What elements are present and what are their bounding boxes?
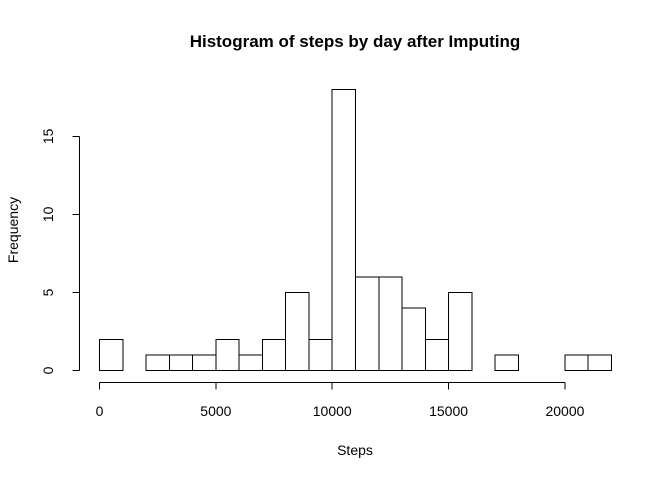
chart-title: Histogram of steps by day after Imputing — [190, 32, 521, 51]
histogram-bar-4 — [192, 354, 217, 371]
histogram-bar-14 — [424, 338, 450, 371]
histogram-bar-5 — [215, 338, 240, 371]
histogram-bar-12 — [378, 276, 403, 372]
x-axis: 0 5000 10000 15000 20000 — [96, 382, 585, 419]
x-axis-label: Steps — [337, 442, 373, 458]
y-axis: 0 5 10 15 — [40, 128, 80, 374]
histogram-bar-0 — [99, 338, 124, 371]
x-tick-label: 20000 — [545, 403, 584, 419]
histogram-bar-10 — [331, 89, 356, 371]
histogram-bar-15 — [448, 291, 473, 372]
histogram-bar-17 — [494, 354, 519, 371]
histogram-bar-20 — [564, 354, 589, 371]
histogram-bar-11 — [355, 276, 380, 372]
histogram-bar-7 — [261, 338, 287, 371]
histogram-bar-6 — [238, 354, 263, 371]
x-tick-label: 15000 — [429, 403, 468, 419]
histogram-bar-2 — [145, 354, 170, 371]
histogram-bar-8 — [285, 291, 310, 372]
histogram-bar-13 — [401, 307, 426, 371]
histogram-bar-3 — [168, 354, 194, 371]
y-tick-label: 10 — [40, 206, 56, 222]
x-tick-label: 5000 — [200, 403, 231, 419]
histogram-bar-21 — [587, 354, 613, 371]
y-axis-label: Frequency — [5, 197, 21, 263]
histogram-bar-9 — [308, 338, 333, 371]
x-tick-label: 0 — [96, 403, 104, 419]
x-tick-label: 10000 — [313, 403, 352, 419]
y-tick-label: 5 — [40, 288, 56, 296]
bars-group — [99, 89, 613, 372]
y-tick-label: 15 — [40, 128, 56, 144]
y-tick-label: 0 — [40, 366, 56, 374]
